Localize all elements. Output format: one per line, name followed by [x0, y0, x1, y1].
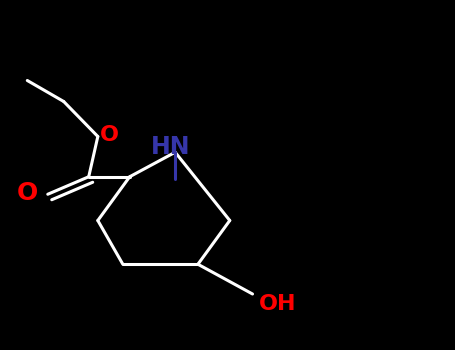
Text: O: O	[17, 181, 38, 204]
Text: OH: OH	[259, 294, 296, 315]
Text: HN: HN	[151, 135, 190, 159]
Text: O: O	[100, 125, 119, 145]
